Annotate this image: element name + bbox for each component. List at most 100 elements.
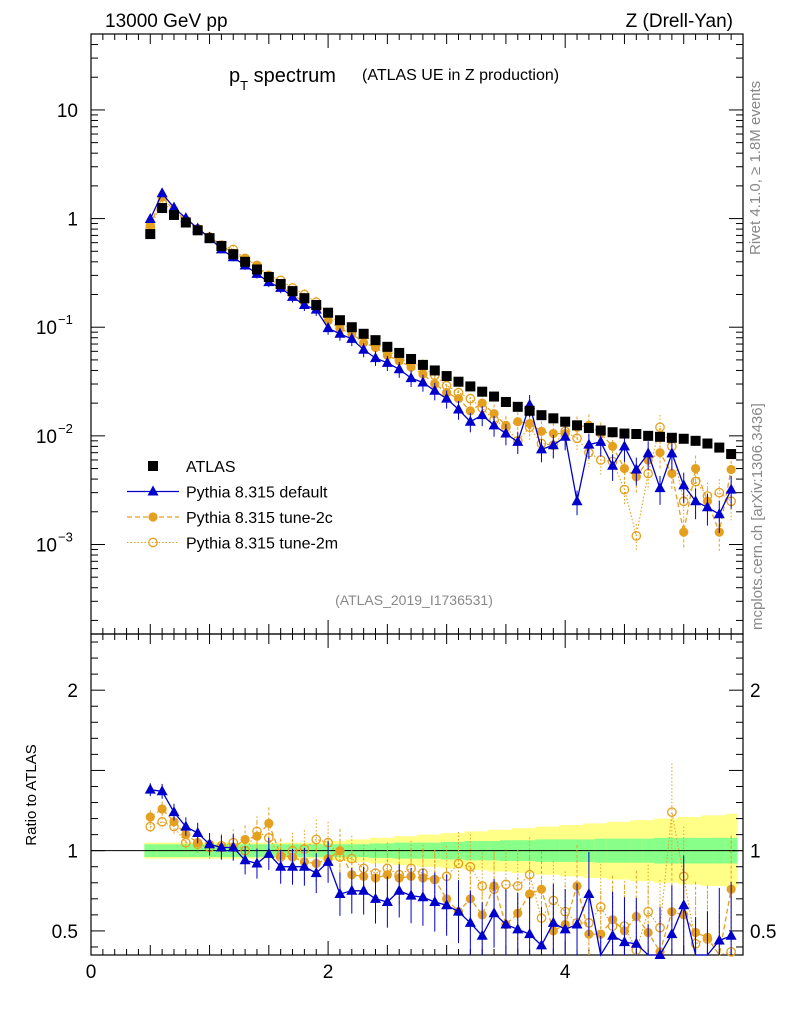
main-point-default (393, 363, 405, 374)
main-point-data (382, 341, 393, 352)
legend-marker (147, 485, 159, 496)
main-point-default (370, 352, 382, 363)
main-point-data (204, 233, 215, 244)
legend-marker (148, 537, 158, 548)
main-point-data (619, 428, 630, 439)
main-point-data (524, 405, 535, 416)
main-point-tune2c (453, 394, 464, 404)
ratio-point-tune2c (264, 818, 274, 828)
main-point-data (192, 225, 203, 236)
chart-subtitle: (ATLAS UE in Z production) (362, 67, 559, 84)
main-line-tune2m (149, 200, 732, 537)
main-point-data (548, 413, 559, 424)
main-point-default (488, 419, 500, 430)
ratio-point-tune2c (240, 834, 250, 845)
ratio-point-tune2c (169, 817, 179, 827)
x-tick-label: 4 (560, 962, 571, 983)
main-point-data (595, 425, 606, 436)
ratio-point-tune2m (145, 821, 156, 832)
legend-label: Pythia 8.315 tune-2c (186, 510, 333, 527)
ratio-point-tune2m (465, 861, 476, 872)
y-tick-exponent: −1 (58, 312, 73, 327)
y-tick-label: 10 (36, 427, 57, 448)
main-point-data (726, 449, 737, 460)
ratio-point-default (370, 892, 382, 903)
ratio-y-tick-label: 0.5 (52, 922, 78, 943)
ratio-point-default (405, 889, 417, 900)
ratio-point-default (417, 891, 429, 902)
y-tick-label: 10 (57, 101, 78, 122)
ratio-point-default (310, 867, 322, 878)
ratio-point-tune2c (252, 831, 262, 841)
x-tick-label: 0 (86, 962, 97, 983)
main-point-default (405, 372, 417, 383)
main-point-default (381, 356, 393, 367)
main-point-default (346, 332, 358, 343)
main-point-tune2c (726, 464, 736, 475)
ratio-point-default (713, 934, 725, 945)
main-point-data (583, 423, 594, 434)
legend-entry-default: Pythia 8.315 default (127, 485, 328, 502)
main-point-data (145, 229, 156, 240)
main-point-tune2c (619, 463, 630, 474)
main-point-tune2c (690, 463, 701, 474)
chart-title: pT spectrum (229, 65, 336, 93)
main-point-default (535, 443, 547, 454)
main-point-tune2c (465, 406, 475, 416)
ratio-y-tick-label-right: 0.5 (750, 922, 776, 943)
main-point-default (500, 427, 512, 438)
main-point-default (725, 483, 737, 494)
ratio-point-tune2c (157, 804, 167, 814)
main-point-default (607, 459, 619, 470)
y-tick-label: 1 (67, 210, 78, 231)
y-tick-exponent: −3 (58, 529, 73, 544)
ratio-point-default (381, 896, 393, 907)
ratio-point-default (512, 923, 524, 934)
ratio-point-default (441, 899, 453, 910)
main-point-default (298, 299, 310, 310)
main-point-data (572, 420, 583, 431)
energy-label: 13000 GeV pp (105, 11, 228, 32)
ratio-point-default (215, 841, 227, 852)
main-point-default (701, 501, 713, 512)
ratio-point-default (524, 928, 536, 939)
ratio-axis-label: Ratio to ATLAS (23, 744, 40, 845)
main-point-data (406, 353, 417, 364)
ratio-point-tune2c (596, 929, 606, 939)
y-tick-exponent: −2 (58, 421, 73, 436)
main-point-data (394, 347, 405, 358)
legend-marker (148, 461, 158, 471)
main-point-data (655, 431, 666, 442)
main-point-default (630, 463, 642, 474)
legend-entry-tune2c: Pythia 8.315 tune-2c (127, 510, 333, 527)
ratio-point-default (571, 918, 583, 929)
main-point-tune2m (619, 484, 630, 495)
ratio-y-tick-label-right: 2 (750, 681, 761, 702)
ratio-point-tune2m (157, 816, 167, 827)
main-point-data (702, 438, 713, 449)
main-point-default (618, 440, 630, 451)
legend-label: Pythia 8.315 default (186, 485, 328, 502)
main-point-default (429, 384, 441, 395)
main-point-default (583, 438, 595, 449)
legend-marker (148, 512, 158, 522)
main-point-data (441, 371, 452, 382)
main-point-tune2c (370, 342, 381, 353)
rivet-label: Rivet 4.1.0, ≥ 1.8M events (747, 81, 764, 255)
main-point-default (512, 435, 524, 446)
ratio-point-tune2m (453, 858, 464, 869)
main-point-default (144, 213, 156, 224)
main-point-data (358, 328, 369, 339)
ratio-point-default (227, 841, 239, 852)
main-point-data (251, 264, 262, 275)
ratio-point-tune2c (145, 812, 155, 822)
ratio-point-default (618, 936, 630, 947)
main-point-tune2c (536, 426, 547, 436)
main-point-tune2c (418, 369, 428, 379)
title-p: p (229, 65, 240, 87)
ratio-point-default (583, 888, 595, 899)
legend-label: ATLAS (186, 459, 236, 476)
main-point-default (571, 495, 583, 506)
main-point-data (607, 427, 618, 438)
